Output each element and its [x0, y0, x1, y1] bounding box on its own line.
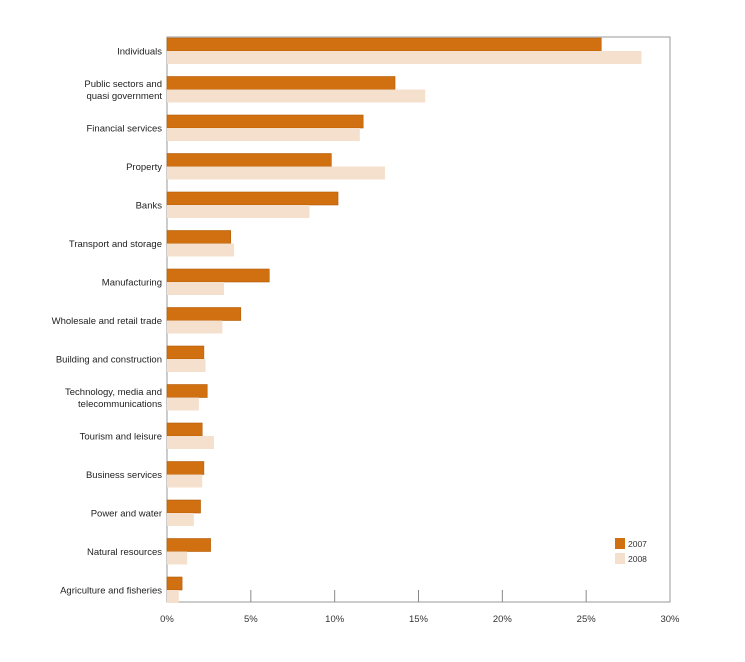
category-label-line: Transport and storage [69, 239, 162, 250]
category-label-line: Public sectors and [84, 79, 162, 90]
category-label-line: Agriculture and fisheries [60, 586, 162, 597]
bar-2008 [167, 282, 225, 295]
category-label-line: Wholesale and retail trade [52, 316, 162, 327]
bar-2008 [167, 89, 426, 103]
legend-swatch-2007 [615, 538, 625, 549]
bar-2008 [167, 590, 179, 603]
category-label-line: Manufacturing [102, 278, 162, 289]
category-label: Manufacturing [102, 278, 162, 289]
category-label-line: Building and construction [56, 355, 162, 366]
legend-label: 2007 [628, 539, 647, 549]
category-label: Wholesale and retail trade [52, 316, 162, 327]
category-label: Building and construction [56, 355, 162, 366]
bar-2007 [166, 191, 339, 206]
category-label-line: Banks [136, 201, 163, 212]
bar-2008 [167, 513, 194, 526]
legend-label: 2008 [628, 554, 647, 564]
bar-2007 [166, 307, 242, 321]
category-label: Natural resources [87, 547, 162, 558]
bar-2007 [166, 37, 602, 52]
bar-2007 [166, 153, 332, 167]
category-label: Business services [86, 470, 162, 481]
bar-2007 [166, 461, 205, 475]
bar-2007 [166, 576, 183, 591]
bar-2007 [166, 345, 205, 360]
bar-2008 [167, 474, 203, 488]
x-tick-label: 30% [660, 614, 680, 625]
bar-2008 [167, 205, 310, 218]
category-label: Banks [136, 201, 163, 212]
bar-2008 [167, 166, 385, 180]
category-label: Power and water [91, 509, 162, 520]
bar-2008 [167, 320, 223, 334]
category-label-line: telecommunications [78, 399, 162, 410]
bar-2007 [166, 384, 208, 398]
bar-2008 [167, 51, 642, 64]
category-label-line: Power and water [91, 509, 162, 520]
x-tick-label: 10% [325, 614, 345, 625]
bar-2007 [166, 76, 396, 90]
x-tick-label: 15% [409, 614, 429, 625]
category-label-line: Technology, media and [65, 387, 162, 398]
legend-swatch-2008 [615, 553, 625, 564]
category-label-line: quasi government [86, 91, 162, 102]
category-label: Agriculture and fisheries [60, 586, 162, 597]
x-tick-label: 0% [160, 614, 174, 625]
bar-2008 [167, 359, 206, 372]
category-label: Technology, media and telecommunications [65, 387, 162, 410]
x-tick-label: 25% [577, 614, 597, 625]
x-tick-label: 5% [244, 614, 258, 625]
category-label-line: Property [126, 162, 162, 173]
bar-2007 [166, 422, 203, 437]
category-label-line: Tourism and leisure [80, 432, 162, 443]
category-label-line: Individuals [117, 47, 162, 58]
category-label: Financial services [87, 124, 163, 135]
bar-2007 [166, 268, 270, 283]
category-label: Individuals [117, 47, 162, 58]
bar-2008 [167, 551, 188, 565]
bar-2008 [167, 436, 214, 449]
bar-2007 [166, 538, 211, 552]
bar-2007 [166, 499, 201, 514]
category-label: Tourism and leisure [80, 432, 162, 443]
category-label-line: Financial services [87, 124, 163, 135]
bar-2007 [166, 114, 364, 129]
bar-2008 [167, 397, 199, 411]
bar-2008 [167, 243, 235, 257]
bar-2008 [167, 128, 360, 141]
category-label: Public sectors and quasi government [84, 79, 162, 102]
category-label: Property [126, 162, 162, 173]
x-tick-label: 20% [493, 614, 513, 625]
category-label-line: Business services [86, 470, 162, 481]
category-label-line: Natural resources [87, 547, 162, 558]
category-label: Transport and storage [69, 239, 162, 250]
bar-2007 [166, 230, 232, 244]
